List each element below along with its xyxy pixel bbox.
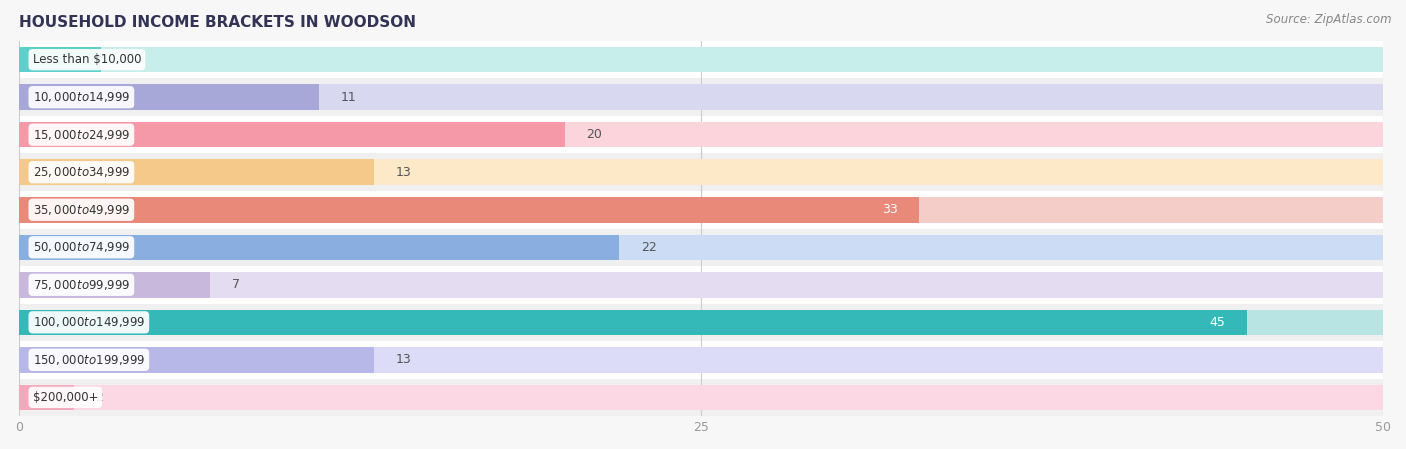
Bar xyxy=(20,47,101,72)
Bar xyxy=(20,347,1384,373)
Bar xyxy=(20,385,73,410)
Text: $100,000 to $149,999: $100,000 to $149,999 xyxy=(32,315,145,329)
Text: $15,000 to $24,999: $15,000 to $24,999 xyxy=(32,128,131,142)
Bar xyxy=(20,116,1384,154)
Text: $50,000 to $74,999: $50,000 to $74,999 xyxy=(32,240,131,254)
Bar xyxy=(20,159,1384,185)
Bar xyxy=(20,197,1384,223)
Text: 3: 3 xyxy=(122,53,131,66)
Bar xyxy=(20,234,619,260)
Text: Less than $10,000: Less than $10,000 xyxy=(32,53,141,66)
Text: 7: 7 xyxy=(232,278,240,291)
Text: 22: 22 xyxy=(641,241,657,254)
Bar xyxy=(20,266,1384,304)
Bar xyxy=(20,385,1384,410)
Bar xyxy=(20,309,1384,335)
Bar xyxy=(20,122,1384,147)
Text: $25,000 to $34,999: $25,000 to $34,999 xyxy=(32,165,131,179)
Bar xyxy=(20,47,1384,72)
Text: $35,000 to $49,999: $35,000 to $49,999 xyxy=(32,203,131,217)
Text: 13: 13 xyxy=(395,353,411,366)
Bar xyxy=(20,79,1384,116)
Text: 13: 13 xyxy=(395,166,411,179)
Bar xyxy=(20,84,319,110)
Text: Source: ZipAtlas.com: Source: ZipAtlas.com xyxy=(1267,13,1392,26)
Text: HOUSEHOLD INCOME BRACKETS IN WOODSON: HOUSEHOLD INCOME BRACKETS IN WOODSON xyxy=(20,15,416,30)
Text: 2: 2 xyxy=(96,391,103,404)
Bar xyxy=(20,159,374,185)
Bar xyxy=(20,197,920,223)
Bar xyxy=(20,234,1384,260)
Text: 45: 45 xyxy=(1209,316,1225,329)
Text: $10,000 to $14,999: $10,000 to $14,999 xyxy=(32,90,131,104)
Bar xyxy=(20,84,1384,110)
Bar xyxy=(20,122,565,147)
Bar xyxy=(20,309,1247,335)
Text: $200,000+: $200,000+ xyxy=(32,391,98,404)
Bar xyxy=(20,347,374,373)
Bar xyxy=(20,191,1384,229)
Bar xyxy=(20,272,1384,298)
Bar xyxy=(20,272,209,298)
Text: 11: 11 xyxy=(340,91,357,104)
Text: 20: 20 xyxy=(586,128,602,141)
Bar xyxy=(20,41,1384,79)
Text: $75,000 to $99,999: $75,000 to $99,999 xyxy=(32,278,131,292)
Bar xyxy=(20,341,1384,379)
Bar xyxy=(20,154,1384,191)
Text: 33: 33 xyxy=(882,203,897,216)
Text: $150,000 to $199,999: $150,000 to $199,999 xyxy=(32,353,145,367)
Bar xyxy=(20,229,1384,266)
Bar xyxy=(20,379,1384,416)
Bar xyxy=(20,304,1384,341)
